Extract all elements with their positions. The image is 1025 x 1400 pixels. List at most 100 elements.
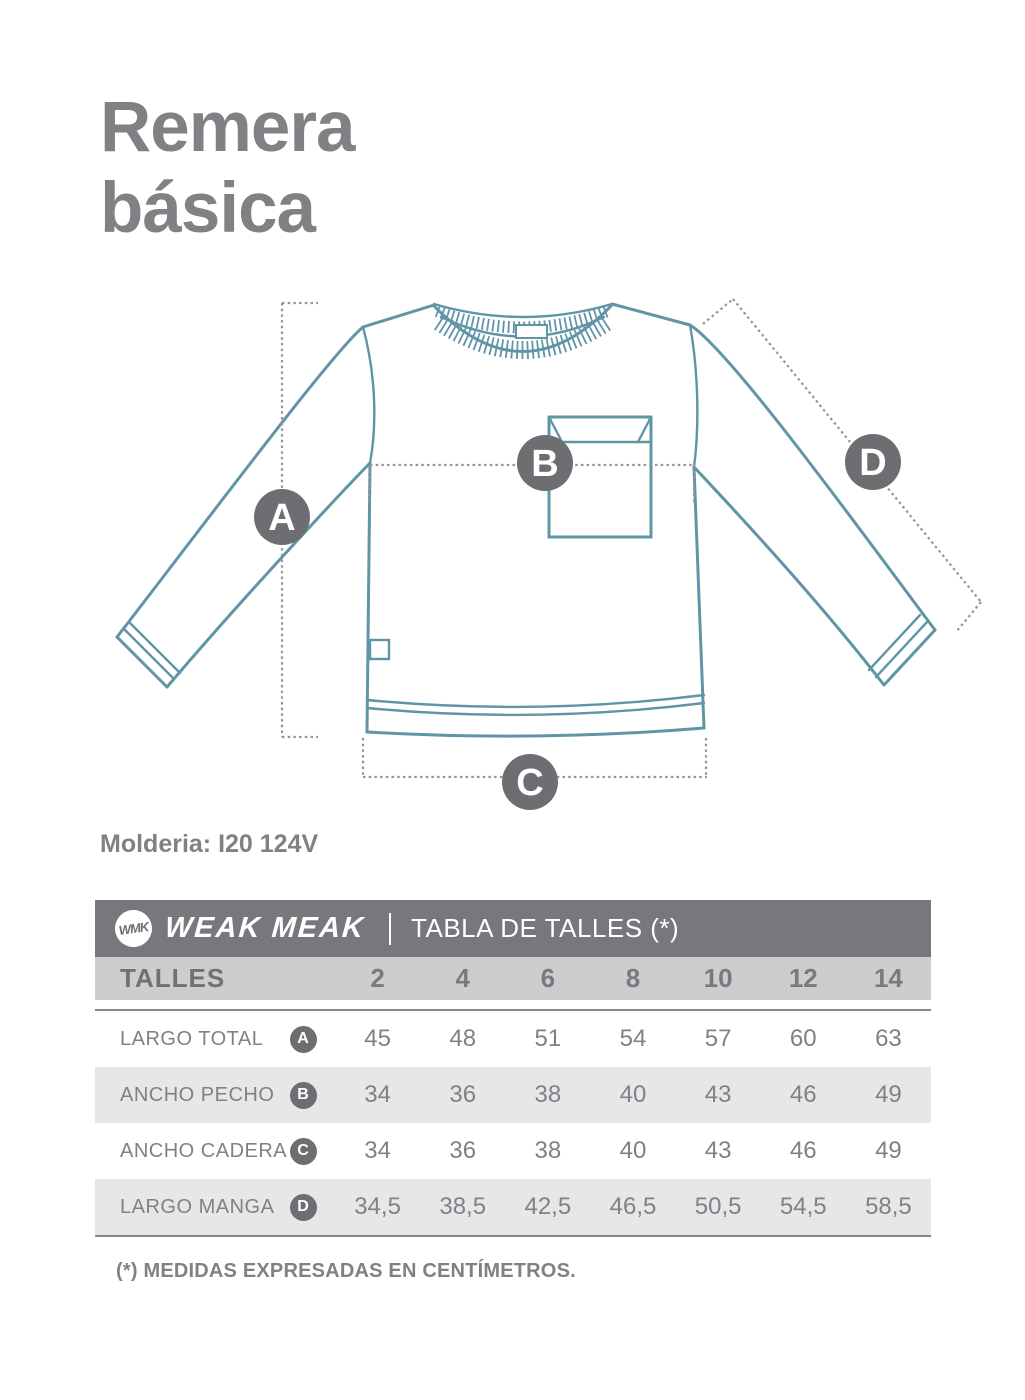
hem-stitch-2 [365, 701, 706, 717]
brand-name: WEAK MEAK [163, 912, 367, 944]
right-body-side [692, 465, 706, 730]
left-cuff-stitch-2 [128, 621, 182, 675]
measure-value: 43 [704, 1081, 732, 1108]
page-title-line2: básica [100, 168, 316, 248]
measure-value: 49 [875, 1137, 902, 1164]
table-row: ANCHO PECHO B 34 36 38 40 43 46 49 [95, 1067, 931, 1123]
measure-marker-b: B [517, 435, 573, 491]
collar-outer-edge [432, 304, 613, 353]
right-armhole-seam [688, 323, 699, 469]
measure-value: 42,5 [524, 1193, 572, 1220]
header-divider [389, 912, 392, 945]
pattern-reference: Molderia: I20 124V [100, 830, 319, 858]
hem-stitch-1 [365, 693, 706, 709]
sizes-row: TALLES 2 4 6 8 10 12 14 [95, 957, 931, 1000]
pocket-fold-left [547, 415, 564, 444]
size-col-header: 10 [703, 963, 733, 993]
shirt-outline [115, 302, 937, 738]
measure-marker-d: D [845, 434, 901, 490]
measure-letter-badge: D [289, 1193, 317, 1221]
size-col-header: 4 [455, 963, 470, 993]
measure-badge-cell: A [271, 1025, 335, 1053]
measure-value: 38,5 [439, 1193, 487, 1220]
measure-value: 36 [449, 1081, 477, 1108]
table-row: LARGO MANGA D 34,5 38,5 42,5 46,5 50,5 54,5 58,5 [95, 1179, 931, 1235]
size-col-header: 12 [788, 963, 818, 993]
marker-a-circle [254, 489, 310, 545]
measure-badge-cell: B [271, 1081, 335, 1109]
table-caption: TABLA DE TALLES (*) [411, 913, 680, 943]
measure-value: 63 [875, 1025, 902, 1052]
measure-value: 34,5 [354, 1193, 401, 1220]
page-title-line1: Remera [100, 88, 355, 167]
measure-letter-badge: B [289, 1081, 317, 1109]
measure-value: 46 [789, 1137, 817, 1164]
page-title: Remera básica [100, 88, 355, 250]
measure-value: 54 [619, 1025, 647, 1052]
marker-c-letter: C [516, 762, 543, 804]
size-col-header: 2 [370, 963, 385, 993]
left-cuff-end [115, 635, 169, 689]
marker-b-letter: B [531, 443, 558, 485]
collar-brand-label [515, 324, 548, 339]
left-body-side [365, 461, 372, 734]
measure-value: 38 [534, 1137, 562, 1164]
units-footnote: (*) MEDIDAS EXPRESADAS EN CENTÍMETROS. [116, 1260, 576, 1282]
measure-value: 50,5 [694, 1193, 742, 1220]
right-shoulder-seam [610, 302, 692, 327]
size-table-header-bar: WMK WEAK MEAK TABLA DE TALLES (*) [95, 900, 931, 957]
brand-logo-icon: WMK [112, 907, 155, 950]
brand-monogram: WMK [117, 919, 150, 938]
measurement-rows: LARGO TOTAL A 45 48 51 54 57 60 63 ANCHO PECHO B 34… [95, 1009, 931, 1237]
size-col-header: 8 [625, 963, 641, 993]
measure-value: 60 [789, 1025, 817, 1052]
garment-diagram: A B C D [115, 298, 982, 810]
left-sleeve-inner-edge [165, 461, 372, 689]
measure-line-d-bottom-tick [955, 601, 982, 633]
hem-bottom-edge [365, 726, 706, 738]
right-cuff-end [882, 628, 937, 687]
table-row: ANCHO CADERA C 34 36 38 40 43 46 49 [95, 1123, 931, 1179]
size-col-header: 6 [540, 963, 556, 993]
marker-d-letter: D [859, 442, 886, 484]
measure-value: 46 [789, 1081, 817, 1108]
measure-value: 45 [364, 1025, 391, 1052]
measure-value: 51 [534, 1025, 562, 1052]
measure-marker-c: C [502, 754, 558, 810]
left-cuff-stitch-1 [122, 627, 176, 681]
marker-d-circle [845, 434, 901, 490]
pocket-fold-right [636, 415, 653, 444]
measure-value: 49 [875, 1081, 902, 1108]
measure-label: ANCHO PECHO [120, 1083, 275, 1106]
measure-value: 40 [619, 1137, 647, 1164]
measure-value: 58,5 [865, 1193, 912, 1220]
left-armhole-seam [361, 325, 376, 465]
measure-value: 36 [449, 1137, 477, 1164]
ribbed-collar [432, 302, 614, 359]
right-cuff-stitch-2 [867, 613, 922, 672]
size-table: WMK WEAK MEAK TABLA DE TALLES (*) TALLES… [95, 900, 931, 1237]
sizes-label: TALLES [120, 963, 226, 993]
right-sleeve-inner-edge [692, 465, 886, 687]
measure-value: 54,5 [779, 1193, 827, 1220]
table-row: LARGO TOTAL A 45 48 51 54 57 60 63 [95, 1011, 931, 1067]
collar-rib-upper [434, 305, 611, 334]
measure-value: 48 [449, 1025, 477, 1052]
left-sleeve-outer-edge [115, 325, 365, 639]
marker-a-letter: A [268, 497, 295, 539]
measure-value: 38 [534, 1081, 562, 1108]
measure-value: 40 [619, 1081, 647, 1108]
measure-value: 34 [364, 1137, 391, 1164]
measure-label: LARGO TOTAL [120, 1027, 264, 1050]
measure-letter-badge: A [289, 1025, 317, 1053]
measure-badge-cell: C [271, 1137, 335, 1165]
measure-value: 43 [704, 1137, 732, 1164]
marker-b-circle [517, 435, 573, 491]
size-col-header: 14 [873, 963, 903, 993]
measure-value: 46,5 [609, 1193, 657, 1220]
right-cuff-stitch-1 [874, 620, 929, 679]
left-shoulder-seam [361, 303, 436, 329]
collar-back-edge [432, 302, 614, 319]
measure-line-d-top-tick [702, 298, 734, 325]
